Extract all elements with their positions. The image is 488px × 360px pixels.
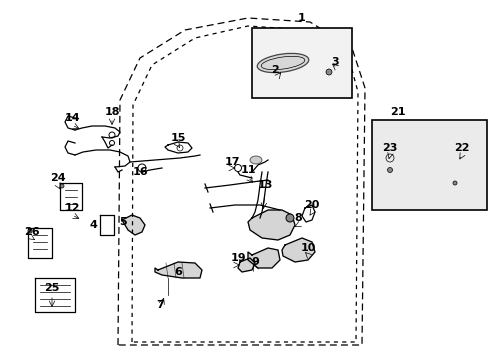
Text: 15: 15 [170, 133, 185, 143]
Text: 25: 25 [44, 283, 60, 293]
Text: 1: 1 [298, 13, 305, 23]
Circle shape [28, 229, 32, 233]
Text: 18: 18 [104, 107, 120, 117]
Text: 5: 5 [119, 217, 126, 227]
Text: 2: 2 [270, 65, 278, 75]
Circle shape [285, 214, 293, 222]
Bar [251, 28, 351, 98]
Text: 7: 7 [156, 300, 163, 310]
Ellipse shape [257, 53, 308, 73]
Text: 3: 3 [330, 57, 338, 67]
Text: 26: 26 [24, 227, 40, 237]
Text: 14: 14 [64, 113, 80, 123]
Polygon shape [155, 262, 202, 278]
Text: 23: 23 [382, 143, 397, 153]
Bar [371, 120, 486, 210]
Circle shape [452, 181, 456, 185]
Text: 8: 8 [293, 213, 301, 223]
Text: 13: 13 [257, 180, 272, 190]
Text: 19: 19 [230, 253, 245, 263]
Circle shape [60, 184, 64, 188]
Polygon shape [379, 148, 399, 168]
Polygon shape [238, 258, 254, 272]
Text: 11: 11 [240, 165, 255, 175]
Text: 16: 16 [132, 167, 147, 177]
Ellipse shape [249, 156, 262, 164]
Text: 17: 17 [224, 157, 239, 167]
Polygon shape [247, 248, 280, 268]
Polygon shape [282, 238, 314, 262]
Circle shape [325, 69, 331, 75]
Polygon shape [247, 210, 294, 240]
Circle shape [386, 167, 392, 172]
Polygon shape [325, 50, 333, 68]
Text: 6: 6 [174, 267, 182, 277]
Polygon shape [447, 145, 461, 168]
Text: 12: 12 [64, 203, 80, 213]
Polygon shape [122, 215, 145, 235]
Text: 20: 20 [304, 200, 319, 210]
Text: 22: 22 [453, 143, 469, 153]
Text: 9: 9 [250, 257, 259, 267]
Text: 24: 24 [50, 173, 66, 183]
Text: 4: 4 [89, 220, 97, 230]
Text: 10: 10 [300, 243, 315, 253]
Text: 21: 21 [389, 107, 405, 117]
